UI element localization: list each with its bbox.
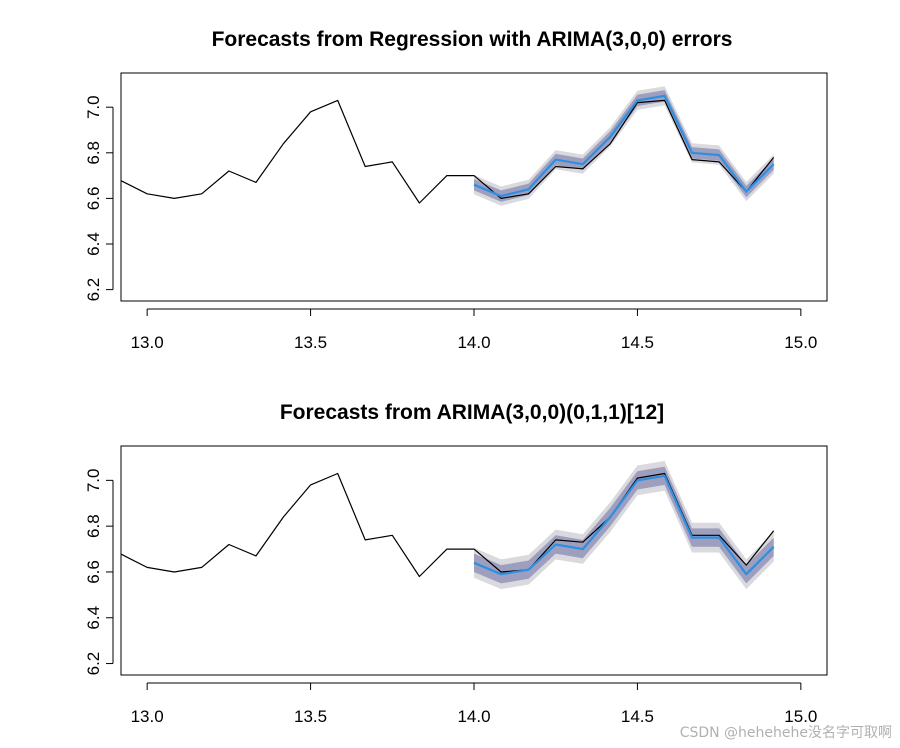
- observed-series-line: [121, 472, 775, 578]
- y-tick-label: 6.2: [84, 278, 103, 302]
- watermark: CSDN @hehehehe没名字可取啊: [679, 725, 892, 741]
- x-tick-label: 15.0: [784, 333, 817, 352]
- plot-frame: [120, 445, 828, 676]
- y-tick-label: 7.0: [84, 95, 103, 119]
- plot-area: [121, 460, 775, 590]
- plot-frame: [120, 72, 828, 302]
- observed-series-line: [121, 99, 775, 204]
- x-tick-label: 14.0: [457, 707, 490, 726]
- x-axis: 13.0 13.5 14.0 14.5 15.0: [131, 682, 817, 726]
- y-tick-label: 6.6: [84, 560, 103, 584]
- y-tick-label: 6.4: [84, 232, 103, 256]
- plot-area: [121, 86, 775, 206]
- y-tick-label: 6.8: [84, 141, 103, 165]
- chart-panel-bottom: Forecasts from ARIMA(3,0,0)(0,1,1)[12] 1…: [84, 401, 828, 726]
- x-tick-label: 13.0: [131, 707, 164, 726]
- y-tick-label: 6.2: [84, 652, 103, 676]
- x-tick-label: 13.0: [131, 333, 164, 352]
- x-tick-label: 13.5: [294, 707, 327, 726]
- forecast-series-line: [473, 94, 775, 198]
- forecast-series-line: [473, 474, 775, 576]
- chart-title: Forecasts from ARIMA(3,0,0)(0,1,1)[12]: [280, 401, 664, 424]
- forecast-band-95: [474, 86, 774, 206]
- x-tick-label: 14.5: [621, 707, 654, 726]
- y-tick-label: 6.4: [84, 606, 103, 630]
- x-tick-label: 14.0: [457, 333, 490, 352]
- x-tick-label: 13.5: [294, 333, 327, 352]
- y-tick-label: 6.8: [84, 514, 103, 538]
- chart-title: Forecasts from Regression with ARIMA(3,0…: [212, 28, 733, 51]
- forecast-band-80: [474, 466, 774, 584]
- x-axis: 13.0 13.5 14.0 14.5 15.0: [131, 308, 817, 352]
- y-tick-label: 6.6: [84, 187, 103, 211]
- x-tick-label: 14.5: [621, 333, 654, 352]
- y-tick-label: 7.0: [84, 469, 103, 493]
- y-axis: 6.2 6.4 6.6 6.8 7.0: [84, 95, 114, 302]
- x-tick-label: 15.0: [784, 707, 817, 726]
- y-axis: 6.2 6.4 6.6 6.8 7.0: [84, 469, 114, 676]
- chart-panel-top: Forecasts from Regression with ARIMA(3,0…: [84, 28, 828, 352]
- forecast-band-80: [474, 90, 774, 202]
